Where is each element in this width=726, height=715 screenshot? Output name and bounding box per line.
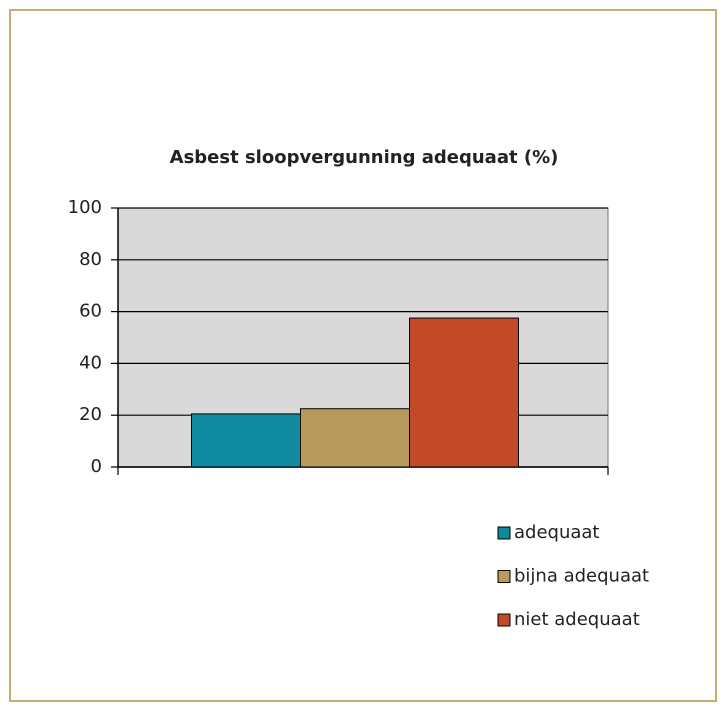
y-tick-label: 0 bbox=[91, 456, 102, 477]
y-tick-label: 80 bbox=[79, 249, 102, 270]
legend-swatch bbox=[497, 613, 511, 627]
chart-title: Asbest sloopvergunning adequaat (%) bbox=[170, 147, 559, 168]
bar bbox=[191, 413, 301, 468]
bar bbox=[300, 408, 410, 468]
legend-label: adequaat bbox=[514, 522, 599, 543]
legend-swatch bbox=[497, 526, 511, 540]
legend-swatch bbox=[497, 570, 511, 583]
y-tick-label: 60 bbox=[79, 301, 102, 322]
y-tick-label: 20 bbox=[79, 404, 102, 425]
bar bbox=[409, 317, 519, 468]
y-tick-label: 100 bbox=[68, 197, 102, 218]
y-tick-label: 40 bbox=[79, 352, 102, 373]
legend-label: niet adequaat bbox=[514, 609, 640, 630]
legend-label: bijna adequaat bbox=[514, 566, 649, 587]
